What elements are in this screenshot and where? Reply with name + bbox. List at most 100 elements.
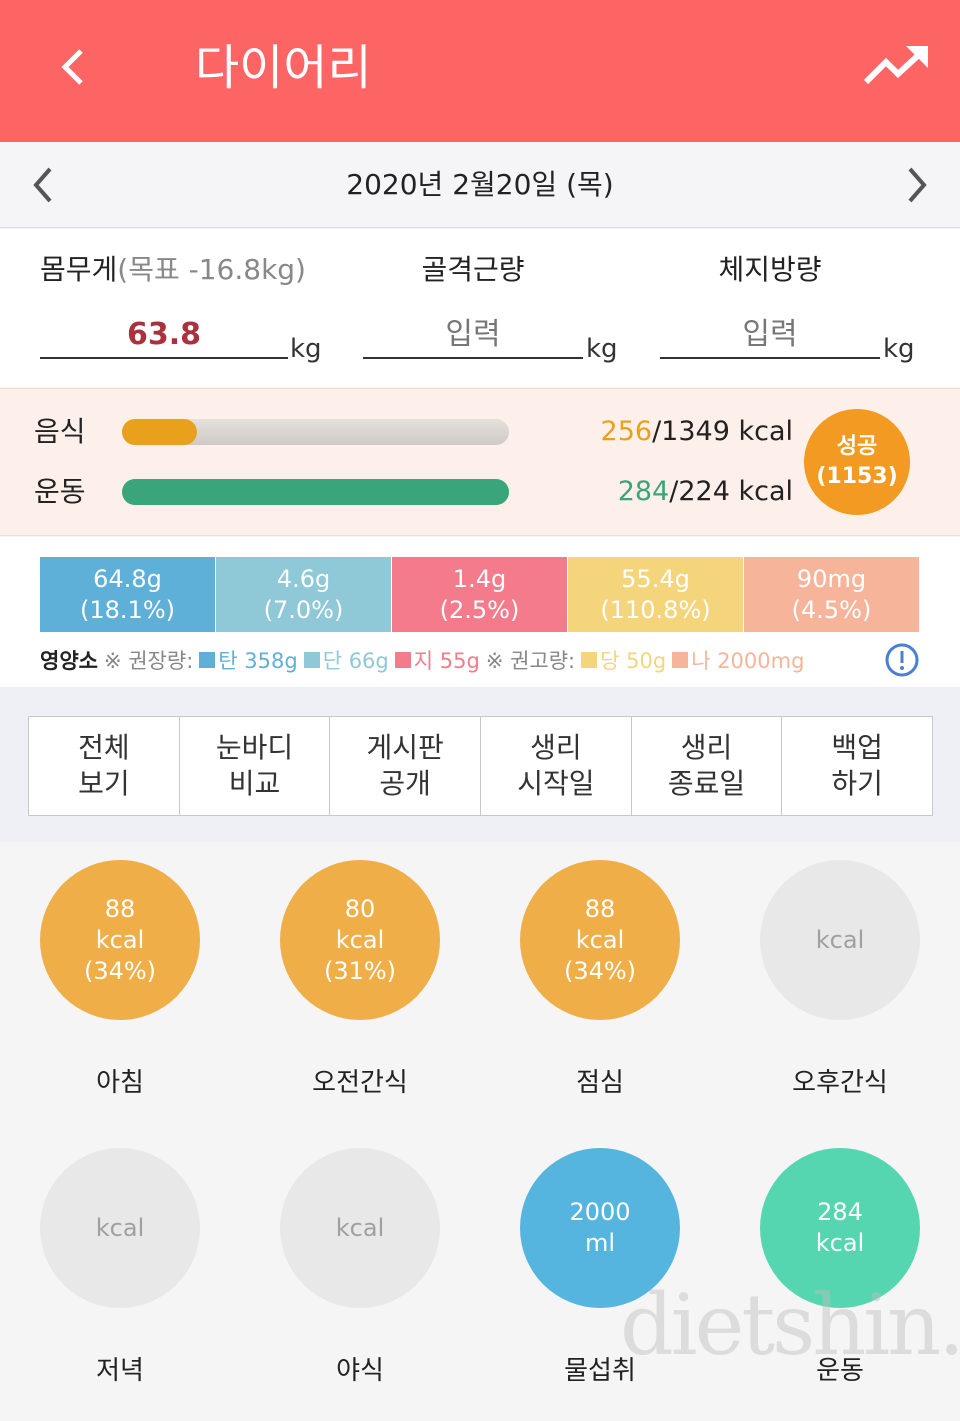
menu-button[interactable]: 백업 하기 bbox=[781, 716, 933, 816]
body-metrics bbox=[0, 229, 960, 387]
legend-text: 지 55g bbox=[413, 649, 480, 673]
meal-circle[interactable]: 284 kcal bbox=[760, 1148, 920, 1308]
meal-text: 284 bbox=[817, 1198, 863, 1226]
nutrient-percent: (2.5%) bbox=[439, 595, 520, 624]
calorie-target: /1349 kcal bbox=[652, 416, 793, 447]
nutrient-segment: 55.4g (110.8%) bbox=[568, 557, 743, 632]
legend-text: 나 2000mg bbox=[691, 649, 805, 673]
nutrient-segment: 64.8g (18.1%) bbox=[40, 557, 215, 632]
calorie-text: 284/224 kcal bbox=[520, 472, 793, 512]
meal-label: 오후간식 bbox=[792, 1068, 888, 1098]
metric-unit: kg bbox=[883, 334, 915, 364]
menu-line: 게시판 bbox=[366, 731, 444, 764]
menu-button[interactable]: 게시판 공개 bbox=[329, 716, 481, 816]
meal-text: (31%) bbox=[323, 956, 397, 985]
meal-label: 야식 bbox=[336, 1356, 384, 1386]
legend-swatch bbox=[581, 652, 598, 668]
nutrient-amount: 1.4g bbox=[452, 564, 507, 593]
meal-text: 2000 bbox=[569, 1198, 631, 1226]
metric-name: 체지방량 bbox=[718, 253, 822, 286]
calorie-label: 운동 bbox=[34, 475, 86, 508]
metric-value[interactable]: 63.8 bbox=[126, 317, 202, 352]
menu-line: 비교 bbox=[228, 767, 281, 800]
legend-swatch bbox=[394, 652, 411, 668]
calorie-panel bbox=[0, 388, 960, 536]
metric-underline bbox=[660, 357, 880, 359]
app-bar bbox=[0, 0, 960, 142]
metric-underline bbox=[40, 357, 288, 359]
legend-advised: ※ 권고량: bbox=[485, 649, 576, 673]
meal-circle[interactable]: 88 kcal (34%) bbox=[520, 860, 680, 1020]
legend-item: 탄 358g bbox=[199, 645, 298, 675]
menu-button[interactable]: 전체 보기 bbox=[28, 716, 180, 816]
menu-button[interactable]: 생리 시작일 bbox=[480, 716, 632, 816]
meal-circle[interactable]: kcal bbox=[760, 860, 920, 1020]
meal-label: 아침 bbox=[96, 1068, 144, 1098]
back-button[interactable] bbox=[55, 45, 95, 89]
meal-text: kcal bbox=[95, 925, 145, 954]
progress-fill bbox=[122, 479, 509, 505]
menu-line: 생리 bbox=[680, 731, 733, 764]
metric-value[interactable]: 입력 bbox=[445, 317, 501, 352]
legend-recommended: ※ 권장량: bbox=[103, 649, 194, 673]
meal-circle[interactable]: kcal bbox=[280, 1148, 440, 1308]
menu-line: 시작일 bbox=[517, 767, 595, 800]
meal-label: 오전간식 bbox=[312, 1068, 408, 1098]
menu-line: 눈바디 bbox=[215, 731, 294, 764]
date-label: 2020년 2월20일 (목) bbox=[346, 168, 614, 201]
legend-text: 단 66g bbox=[322, 649, 389, 673]
legend-title: 영양소 bbox=[40, 649, 98, 673]
meal-text: kcal bbox=[815, 1229, 865, 1257]
info-icon[interactable] bbox=[884, 642, 920, 678]
nutrient-percent: (4.5%) bbox=[791, 595, 872, 624]
menu-line: 하기 bbox=[831, 767, 883, 800]
meal-label: 물섭취 bbox=[564, 1356, 636, 1386]
meal-circle[interactable]: 88 kcal (34%) bbox=[40, 860, 200, 1020]
nutrient-percent: (18.1%) bbox=[80, 595, 175, 624]
nutrient-percent: (7.0%) bbox=[263, 595, 344, 624]
metric-label: 체지방량 bbox=[660, 250, 880, 290]
progress-fill bbox=[122, 419, 197, 445]
metric-goal: (목표 -16.8kg) bbox=[117, 253, 306, 286]
calorie-text: 256/1349 kcal bbox=[520, 412, 793, 452]
metric-value[interactable]: 입력 bbox=[742, 317, 798, 352]
metric-name: 몸무게 bbox=[40, 253, 118, 286]
menu-line: 백업 bbox=[831, 731, 883, 764]
legend-item: 지 55g bbox=[394, 645, 480, 675]
badge-line: (1153) bbox=[816, 464, 898, 489]
meal-text: kcal bbox=[335, 1213, 385, 1242]
meal-text: kcal bbox=[95, 1213, 145, 1242]
nutrient-amount: 55.4g bbox=[621, 564, 690, 593]
nutrient-legend: 영양소 ※ 권장량: 탄 358g 단 66g 지 55g ※ 권고량: 당 50g 나 20… bbox=[40, 644, 804, 676]
meal-circle[interactable]: 2000 ml bbox=[520, 1148, 680, 1308]
meal-label: 운동 bbox=[816, 1356, 864, 1386]
meal-text: 88 bbox=[104, 894, 136, 923]
legend-text: 당 50g bbox=[600, 649, 667, 673]
meal-circle[interactable]: 80 kcal (31%) bbox=[280, 860, 440, 1020]
meal-label: 저녁 bbox=[96, 1356, 144, 1386]
nutrient-segment: 1.4g (2.5%) bbox=[392, 557, 567, 632]
menu-line: 전체 bbox=[78, 731, 130, 764]
legend-item: 나 2000mg bbox=[672, 645, 804, 675]
meal-text: kcal bbox=[335, 925, 385, 954]
menu-button[interactable]: 생리 종료일 bbox=[630, 716, 783, 816]
meal-text: (34%) bbox=[83, 956, 157, 985]
menu-button[interactable]: 눈바디 비교 bbox=[178, 716, 331, 816]
prev-date[interactable] bbox=[28, 165, 58, 205]
meal-text: kcal bbox=[815, 925, 865, 954]
meal-text: ml bbox=[584, 1229, 616, 1257]
success-badge: 성공 (1153) bbox=[804, 409, 910, 515]
menu-line: 종료일 bbox=[667, 767, 746, 800]
legend-swatch bbox=[303, 652, 320, 668]
nutrient-amount: 4.6g bbox=[276, 564, 331, 593]
trend-button[interactable] bbox=[862, 42, 932, 92]
nutrient-segment: 4.6g (7.0%) bbox=[216, 557, 391, 632]
menu-line: 보기 bbox=[78, 767, 130, 800]
meal-circle[interactable]: kcal bbox=[40, 1148, 200, 1308]
menu-line: 공개 bbox=[379, 767, 431, 800]
date-bar bbox=[0, 142, 960, 228]
next-date[interactable] bbox=[902, 165, 932, 205]
badge-line: 성공 bbox=[836, 434, 878, 459]
meal-text: kcal bbox=[575, 925, 625, 954]
